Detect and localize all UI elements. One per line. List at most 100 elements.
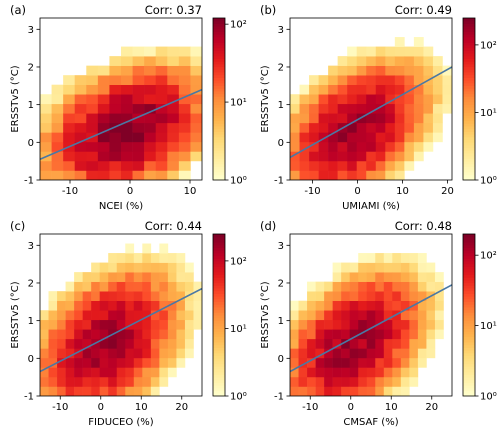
heatmap-cell [40,170,52,180]
heatmap-cell [358,386,368,396]
heatmap-cell [375,113,386,124]
heatmap-cell [366,348,376,359]
colorbar-tick-label: 10⁰ [230,176,247,187]
colorbar-segment [213,26,225,30]
heatmap-cell [40,113,52,124]
colorbar-segment [213,320,225,324]
colorbar-segment [463,236,475,240]
heatmap-cell [91,386,100,396]
heatmap-cell [57,291,66,302]
colorbar-segment [213,239,225,243]
heatmap-cell [48,367,58,378]
heatmap-cell [125,272,135,282]
heatmap-cell [97,65,110,76]
colorbar-segment [463,101,475,105]
heatmap-cell [307,329,316,340]
heatmap-cell [65,348,75,359]
heatmap-cell [40,319,49,330]
y-tick-label: 1 [28,316,34,327]
heatmap-cell [309,151,319,162]
colorbar-segment [463,112,475,116]
colorbar-segment [463,36,475,41]
colorbar-segment [463,142,475,146]
heatmap-cell [409,291,419,302]
heatmap-cell [178,160,191,171]
colorbar-segment [213,344,225,348]
heatmap-cell [298,386,308,396]
colorbar-segment [463,323,475,327]
heatmap-cell [356,170,367,180]
heatmap-cell [132,46,145,57]
heatmap-cell [82,386,92,396]
heatmap-cell [394,84,405,95]
heatmap-cell [341,348,350,359]
heatmap-cell [125,310,135,321]
heatmap-cell [82,329,92,340]
colorbar-segment [463,93,475,97]
heatmap-cell [394,122,405,133]
heatmap-cell [63,160,76,171]
heatmap-cell [155,122,168,133]
colorbar-segment [213,390,225,394]
heatmap-cell [190,122,202,133]
colorbar-segment [463,128,475,132]
colorbar-segment [213,101,225,105]
heatmap-cell [142,357,152,368]
colorbar-segment [463,90,475,95]
heatmap-cell [40,122,52,133]
axes-frame [289,17,453,181]
colorbar-segment [213,285,225,289]
heatmap-cell [167,170,180,180]
heatmap-cell [349,329,359,340]
heatmap-cell [318,113,329,124]
heatmap-cell [155,56,168,66]
heatmap-cell [121,46,133,57]
heatmap-cell [82,310,92,321]
heatmap-cell [144,84,157,95]
colorbar-segment [463,104,475,108]
colorbar-segment [463,109,475,113]
heatmap-cell [74,329,83,340]
heatmap-cell [74,386,83,396]
heatmap-cell [417,281,427,292]
heatmap-cell [65,338,75,349]
colorbar-segment [213,155,225,159]
heatmap-cell [150,319,160,330]
heatmap-cell [142,253,152,263]
heatmap-cell [132,94,145,105]
colorbar-segment [213,136,225,140]
heatmap-cell [417,319,427,330]
colorbar-segment [213,82,225,86]
heatmap-cell [193,319,202,330]
colorbar-segment [463,342,475,346]
y-tick-label: 2 [278,278,284,289]
heatmap-cell [366,300,376,311]
heatmap-cell [318,170,329,180]
heatmap-cell [307,376,316,387]
heatmap-cell [409,310,419,321]
colorbar-frame [462,17,476,181]
heatmap-cell [290,141,300,152]
heatmap-cell [366,338,376,349]
heatmap-cell [413,122,424,133]
heatmap-cell [366,75,377,86]
heatmap-cell [315,357,325,368]
heatmap-cell [337,103,348,114]
heatmap-cell [434,291,444,302]
heatmap-cell [176,329,186,340]
x-axis-label: NCEI (%) [99,201,143,212]
heatmap-cell [290,300,299,311]
heatmap-cell [385,141,396,152]
y-tick-label: 3 [278,25,284,36]
colorbar-segment [213,96,225,100]
heatmap-cell [63,170,76,180]
heatmap-cell [108,310,118,321]
heatmap-cell [144,75,157,86]
colorbar-segment [463,166,475,170]
heatmap-cell [392,376,402,387]
heatmap-cell [404,160,415,171]
heatmap-cell [91,281,100,292]
colorbar-segment [463,258,475,262]
heatmap-cell [404,103,415,114]
heatmap-cell [349,338,359,349]
